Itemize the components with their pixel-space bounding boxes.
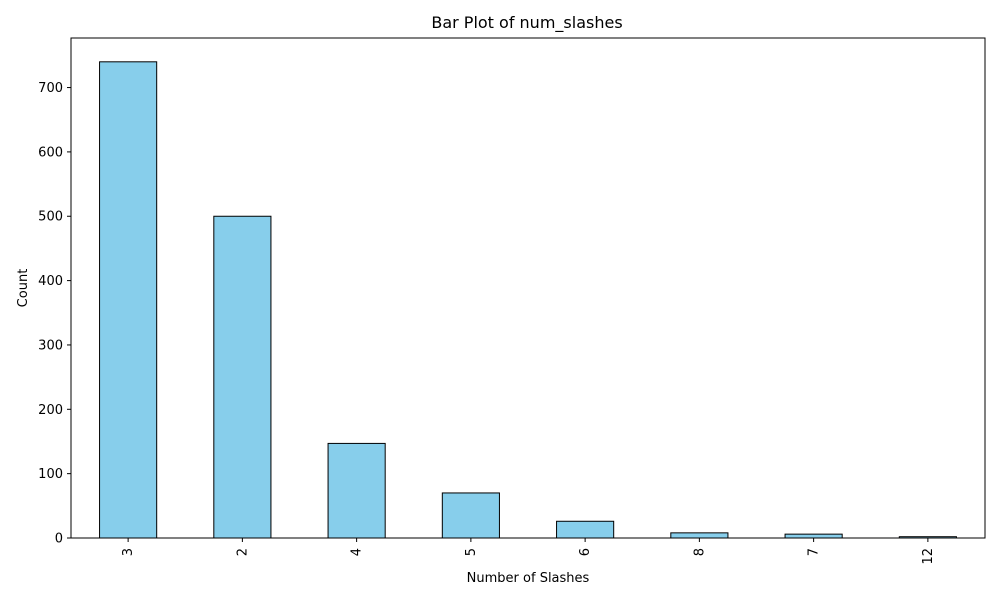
chart-title: Bar Plot of num_slashes: [431, 13, 622, 33]
y-tick-label: 0: [55, 532, 63, 547]
x-tick-label: 7: [807, 548, 822, 556]
y-tick-label: 100: [38, 467, 63, 482]
bar-4: [327, 442, 386, 539]
y-tick-label: 600: [38, 145, 63, 160]
x-axis-label: Number of Slashes: [467, 571, 590, 586]
plot-frame: [70, 37, 986, 539]
y-axis-label: Count: [16, 269, 31, 308]
y-tick-label: 400: [38, 274, 63, 289]
x-tick-label: 3: [121, 548, 136, 556]
bar-5: [441, 492, 500, 539]
bar-2: [213, 215, 272, 539]
x-tick-label: 8: [692, 548, 707, 556]
y-tick-label: 700: [38, 81, 63, 96]
y-tick-label: 200: [38, 403, 63, 418]
bar-3: [99, 61, 158, 539]
x-tick-label: 2: [235, 548, 250, 556]
x-axis-ticks: 3 2 4 5 6 8 7 12: [121, 538, 936, 565]
y-tick-label: 500: [38, 210, 63, 225]
bar-7: [784, 533, 843, 539]
x-tick-label: 4: [350, 548, 365, 556]
y-tick-label: 300: [38, 338, 63, 353]
x-tick-label: 12: [921, 548, 936, 565]
x-tick-label: 5: [464, 548, 479, 556]
y-axis-ticks: 0 100 200 300 400 500 600 700: [38, 81, 71, 547]
bar-6: [556, 520, 615, 539]
bars-layer: [99, 61, 957, 539]
x-tick-label: 6: [578, 548, 593, 556]
bar-8: [670, 532, 729, 539]
